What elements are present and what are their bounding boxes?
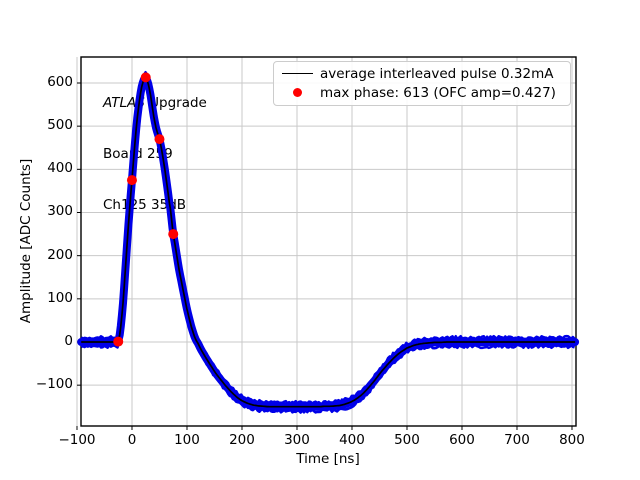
max-phase-marker <box>140 72 151 83</box>
x-tick-label: 500 <box>394 432 420 448</box>
annotation-experiment-rest: Upgrade <box>144 95 207 111</box>
y-tick-label: 400 <box>47 160 73 177</box>
legend-entry-max-phase: max phase: 613 (OFC amp=0.427) <box>274 83 570 102</box>
y-tick-label: −100 <box>35 376 73 393</box>
y-tick-label: 500 <box>47 117 73 134</box>
x-tick-label: 200 <box>229 432 255 448</box>
max-phase-marker <box>113 336 124 347</box>
legend-label-max-phase: max phase: 613 (OFC amp=0.427) <box>320 84 556 101</box>
plot-border <box>80 56 577 427</box>
legend-box: average interleaved pulse 0.32mA max pha… <box>273 61 571 106</box>
legend-icon-zone <box>274 88 320 97</box>
legend-icon-zone <box>274 73 320 74</box>
legend-entry-average-pulse: average interleaved pulse 0.32mA <box>274 64 570 83</box>
legend-line-icon <box>281 73 313 74</box>
max-phase-marker <box>154 134 165 145</box>
legend-dot-icon <box>292 88 302 97</box>
pulse-noise-band-lower <box>80 80 576 414</box>
y-tick-label: 200 <box>47 246 73 263</box>
y-tick-label: 300 <box>47 203 73 220</box>
x-tick-label: 800 <box>559 432 585 448</box>
x-tick-label: −100 <box>58 432 96 448</box>
max-phase-marker <box>126 175 137 186</box>
annotation-experiment: ATLAS <box>103 95 145 111</box>
x-tick-label: 600 <box>449 432 475 448</box>
legend-label-average-pulse: average interleaved pulse 0.32mA <box>320 65 554 82</box>
x-tick-label: 400 <box>339 432 365 448</box>
x-tick-label: 0 <box>127 432 137 448</box>
y-tick-label: 100 <box>47 289 73 306</box>
annotation-line-1: ATLAS Upgrade <box>103 95 207 112</box>
y-tick-label: 0 <box>64 332 73 349</box>
max-phase-marker <box>168 229 179 240</box>
average-pulse-line <box>81 77 576 408</box>
x-axis-label: Time [ns] <box>296 451 360 467</box>
x-tick-label: 700 <box>504 432 530 448</box>
x-tick-label: 100 <box>174 432 200 448</box>
x-tick-label: 300 <box>284 432 310 448</box>
y-tick-label: 600 <box>47 73 73 90</box>
